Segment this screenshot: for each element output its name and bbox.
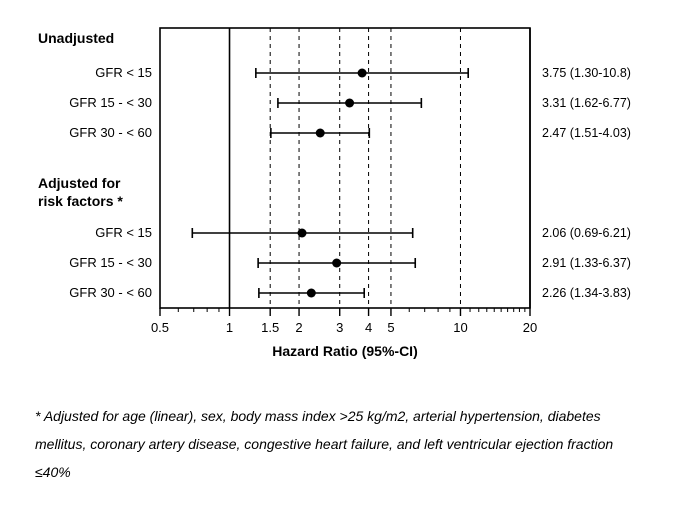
axis-tick-label: 3	[336, 320, 343, 335]
row-label: GFR < 15	[95, 65, 152, 80]
row-value: 3.31 (1.62-6.77)	[542, 96, 631, 110]
x-axis-label: Hazard Ratio (95%-CI)	[272, 343, 417, 359]
row-label: GFR 15 - < 30	[69, 95, 152, 110]
page-root: 0.5 1 1.5 2 3 45 10 20 Hazard Ratio (95%-CI) Unad…	[0, 0, 677, 509]
row-label: GFR 15 - < 30	[69, 255, 152, 270]
hr-marker	[345, 99, 354, 108]
axis-tick-label: 4	[365, 320, 372, 335]
group-title: Unadjusted	[38, 30, 114, 46]
row-value: 2.26 (1.34-3.83)	[542, 286, 631, 300]
group-title: risk factors *	[38, 193, 123, 209]
hr-marker	[332, 259, 341, 268]
axis-tick-label: 2	[295, 320, 302, 335]
row-label: GFR < 15	[95, 225, 152, 240]
row-label: GFR 30 - < 60	[69, 285, 152, 300]
row-value: 2.06 (0.69-6.21)	[542, 226, 631, 240]
hr-marker	[358, 69, 367, 78]
axis-tick-label: 20	[523, 320, 537, 335]
row-value: 3.75 (1.30-10.8)	[542, 66, 631, 80]
hr-marker	[298, 229, 307, 238]
row-value: 2.91 (1.33-6.37)	[542, 256, 631, 270]
footnote-text: * Adjusted for age (linear), sex, body m…	[35, 402, 645, 486]
axis-tick-label: 10	[453, 320, 467, 335]
forest-plot: 0.5 1 1.5 2 3 45 10 20 Hazard Ratio (95%-CI) Unad…	[30, 18, 650, 378]
hr-marker	[307, 289, 316, 298]
axis-tick-label: 1.5	[261, 320, 279, 335]
axis-tick-label: 0.5	[151, 320, 169, 335]
row-value: 2.47 (1.51-4.03)	[542, 126, 631, 140]
hr-marker	[316, 129, 325, 138]
forest-plot-svg: 0.5 1 1.5 2 3 45 10 20 Hazard Ratio (95%-CI) Unad…	[30, 18, 650, 378]
group-title: Adjusted for	[38, 175, 121, 191]
axis-tick-label: 1	[226, 320, 233, 335]
plot-border	[160, 28, 530, 308]
axis-tick-label: 5	[387, 320, 394, 335]
row-label: GFR 30 - < 60	[69, 125, 152, 140]
